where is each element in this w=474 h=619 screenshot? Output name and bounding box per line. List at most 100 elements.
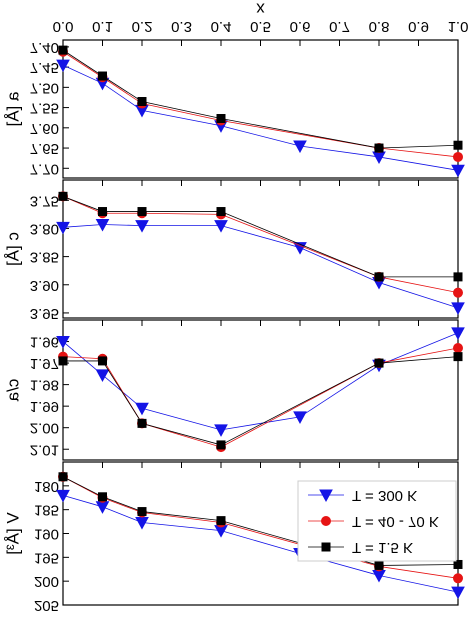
marker bbox=[135, 220, 149, 233]
y-tick-label: 2.00 bbox=[30, 420, 59, 437]
y-tick-label: 1.96 bbox=[30, 334, 59, 351]
marker bbox=[453, 140, 463, 150]
marker bbox=[374, 560, 384, 570]
y-tick-label: 3.80 bbox=[30, 220, 59, 237]
legend-marker bbox=[321, 516, 331, 526]
marker bbox=[451, 164, 465, 178]
series-line bbox=[62, 49, 459, 149]
marker bbox=[98, 356, 107, 366]
marker bbox=[137, 507, 147, 517]
marker bbox=[374, 143, 384, 153]
marker bbox=[56, 221, 70, 235]
marker bbox=[58, 356, 68, 366]
y-tick-label: 7.70 bbox=[30, 160, 59, 177]
y-tick-label: 3.85 bbox=[30, 249, 59, 266]
marker bbox=[95, 501, 110, 514]
y-tick-label: 1.97 bbox=[30, 355, 59, 372]
marker bbox=[214, 220, 228, 233]
marker bbox=[293, 411, 307, 424]
marker bbox=[137, 207, 147, 217]
marker bbox=[451, 586, 465, 600]
series-line bbox=[62, 476, 459, 566]
marker bbox=[137, 97, 147, 107]
legend-label: T = 1.5 K bbox=[352, 539, 413, 556]
series-line bbox=[62, 51, 459, 158]
marker bbox=[374, 358, 384, 368]
y-axis-label: c [Å] bbox=[3, 232, 22, 266]
y-tick-label: 180 bbox=[34, 478, 59, 495]
y-tick-label: 190 bbox=[34, 526, 59, 543]
marker bbox=[216, 440, 226, 450]
marker bbox=[293, 140, 307, 154]
plot-frame bbox=[62, 179, 459, 319]
marker bbox=[98, 492, 107, 502]
plot-frame bbox=[62, 39, 459, 179]
series-line bbox=[63, 356, 459, 446]
x-tick-label: 0.5 bbox=[250, 18, 271, 35]
y-axis-label: a [Å] bbox=[3, 92, 22, 127]
marker bbox=[451, 302, 465, 315]
marker bbox=[95, 369, 110, 382]
legend-label: T = 300 K bbox=[352, 487, 417, 504]
x-axis-label: x bbox=[256, 0, 265, 19]
marker bbox=[453, 573, 463, 584]
y-axis-label: c/a bbox=[3, 379, 22, 402]
x-tick-label: 0.0 bbox=[53, 18, 74, 35]
plot-frame bbox=[62, 319, 459, 461]
x-tick-label: 0.3 bbox=[171, 18, 192, 35]
y-tick-label: 7.55 bbox=[30, 100, 59, 117]
series-line bbox=[62, 195, 458, 278]
y-tick-label: 7.40 bbox=[30, 39, 59, 56]
series-line bbox=[62, 332, 459, 431]
marker bbox=[98, 207, 107, 217]
marker bbox=[453, 287, 463, 298]
y-tick-label: 1.99 bbox=[30, 398, 59, 415]
y-tick-label: 185 bbox=[34, 502, 59, 519]
marker bbox=[453, 343, 463, 353]
y-tick-label: 7.65 bbox=[30, 140, 59, 157]
legend-label: T = 40 - 70 K bbox=[352, 513, 439, 530]
y-tick-label: 7.60 bbox=[30, 120, 59, 137]
marker bbox=[374, 272, 384, 282]
y-tick-label: 2.01 bbox=[30, 441, 59, 458]
y-tick-label: 3.90 bbox=[30, 277, 59, 294]
x-tick-label: 0.6 bbox=[290, 18, 311, 35]
x-tick-label: 0.4 bbox=[211, 18, 232, 35]
marker bbox=[451, 327, 465, 340]
legend-marker bbox=[319, 489, 333, 503]
y-tick-label: 200 bbox=[34, 573, 59, 590]
marker bbox=[135, 517, 149, 530]
series-line bbox=[62, 64, 459, 171]
marker bbox=[56, 336, 70, 349]
series-line bbox=[62, 224, 459, 309]
y-tick-label: 195 bbox=[34, 549, 59, 566]
marker bbox=[56, 489, 70, 503]
marker bbox=[216, 207, 226, 217]
marker bbox=[58, 45, 68, 55]
x-tick-label: 0.7 bbox=[329, 18, 350, 35]
flipped-figure: 180 185 190 195 200 205 V [Å³] T = 300 K T = 40 … bbox=[3, 0, 468, 614]
x-tick-label: 0.2 bbox=[132, 18, 153, 35]
marker bbox=[214, 424, 228, 437]
x-tick-label: 1.0 bbox=[448, 18, 469, 35]
marker bbox=[216, 114, 226, 124]
x-tick-label: 0.1 bbox=[92, 18, 113, 35]
series-line bbox=[62, 347, 459, 448]
marker bbox=[137, 418, 147, 428]
y-tick-label: 1.98 bbox=[30, 377, 59, 394]
marker bbox=[453, 559, 463, 569]
marker bbox=[58, 191, 68, 201]
x-tick-label: 0.8 bbox=[369, 18, 390, 35]
marker bbox=[453, 151, 463, 162]
y-tick-label: 7.50 bbox=[30, 79, 59, 96]
marker bbox=[135, 402, 149, 416]
series-line bbox=[62, 476, 459, 579]
marker bbox=[453, 352, 463, 362]
y-tick-label: 3.95 bbox=[30, 305, 59, 322]
marker bbox=[453, 272, 463, 282]
marker bbox=[216, 516, 226, 526]
marker bbox=[58, 472, 68, 482]
y-tick-label: 205 bbox=[34, 597, 59, 614]
y-tick-label: 3.75 bbox=[30, 192, 59, 209]
